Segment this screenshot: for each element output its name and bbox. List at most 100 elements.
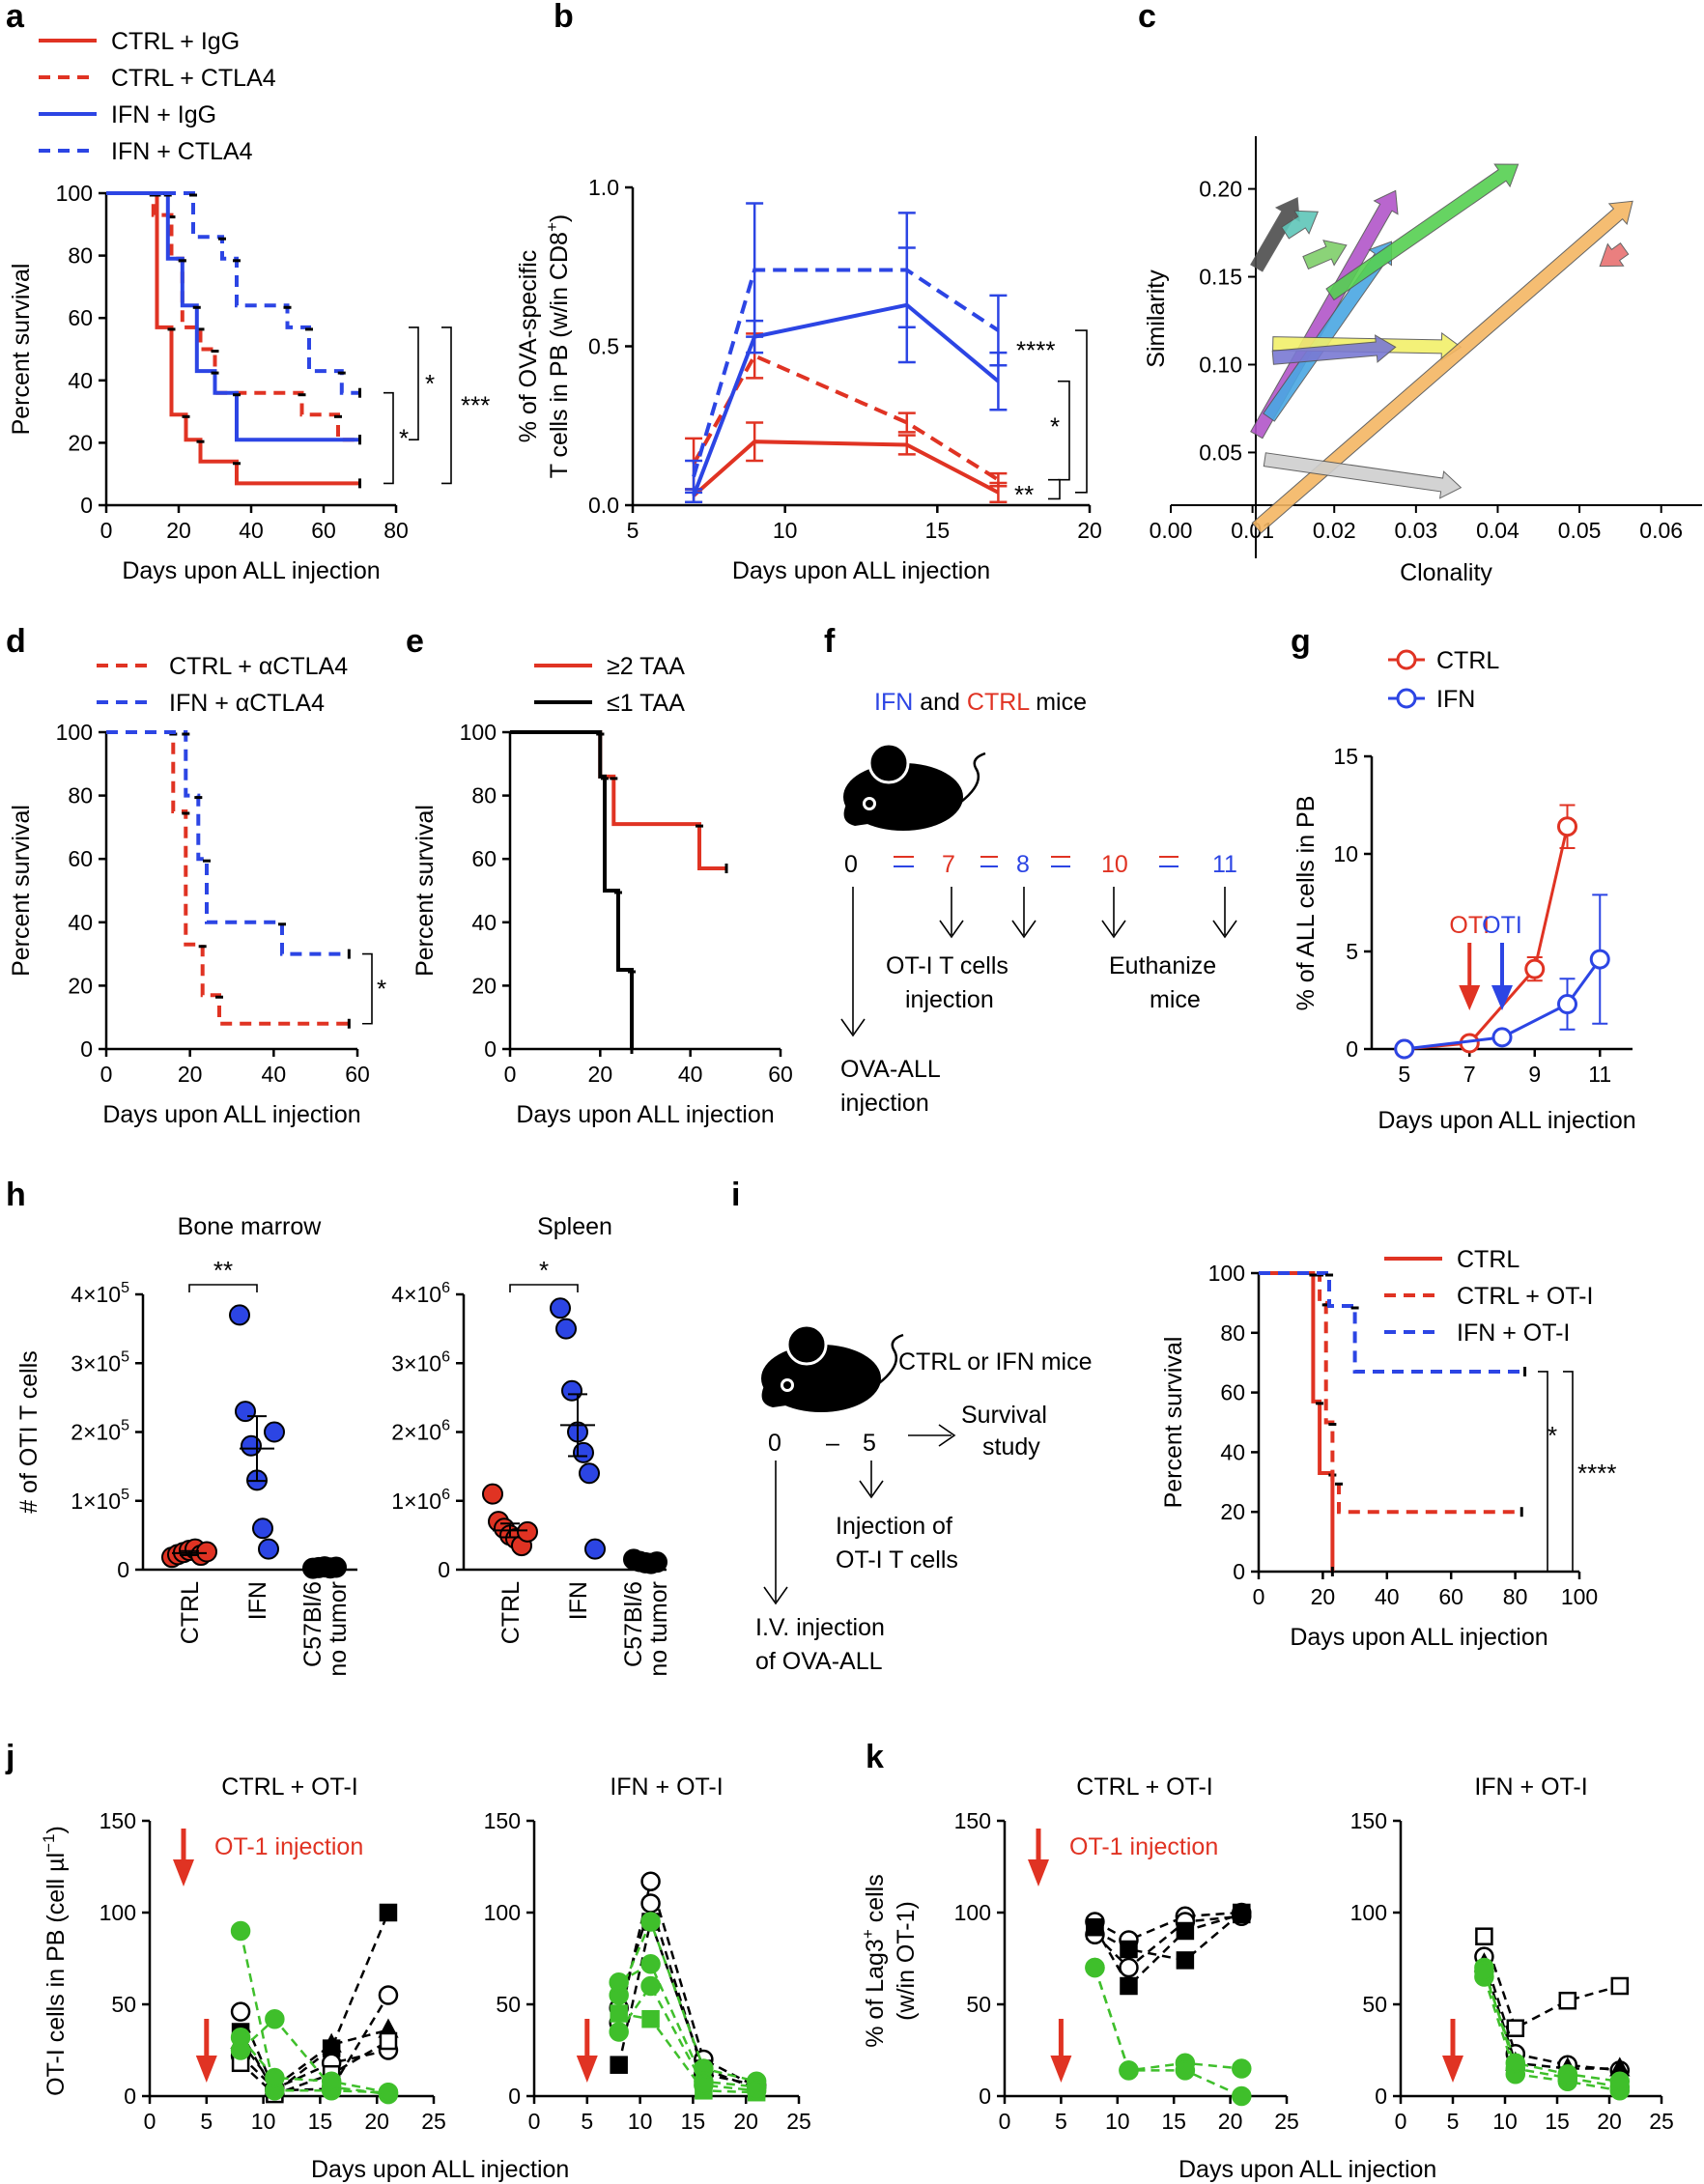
x-tick-label: 80 bbox=[1503, 1584, 1528, 1609]
series-line-4 bbox=[1483, 1976, 1621, 2092]
survival-curve-0 bbox=[1259, 1271, 1335, 1572]
y-tick-label: 20 bbox=[1220, 1499, 1245, 1524]
panel-title: IFN + OT-I bbox=[1474, 1773, 1587, 1801]
legend-item-0-label: CTRL + IgG bbox=[111, 28, 240, 55]
sem-bar bbox=[568, 1393, 587, 1458]
data-point bbox=[1119, 2060, 1139, 2081]
clone-arrow-3 bbox=[1250, 189, 1399, 440]
error-bar bbox=[746, 202, 764, 338]
data-point bbox=[1119, 1957, 1139, 1978]
y-tick-label: 100 bbox=[460, 720, 497, 745]
legend-marker-0 bbox=[1396, 649, 1417, 670]
y-tick-label: 0.10 bbox=[1199, 352, 1242, 377]
survival-curve-3 bbox=[106, 191, 360, 395]
error-bar bbox=[897, 434, 916, 456]
data-point bbox=[235, 1401, 256, 1423]
panel-label-b: b bbox=[554, 0, 574, 35]
y-tick-label: 2×106 bbox=[391, 1418, 450, 1445]
x-tick-label: 5 bbox=[627, 518, 639, 543]
f-day10: 10 bbox=[1101, 851, 1128, 878]
chart-j-ctrl: 0 50 100 150 0 5 10 15 20 25 CTRL + OT-I OT-1 injec… bbox=[40, 1773, 446, 2134]
y-tick-label: 5 bbox=[1346, 939, 1358, 964]
significance-label: * bbox=[539, 1256, 549, 1285]
y-axis-label: % of ALL cells in PB bbox=[1292, 796, 1320, 1011]
sem-bar bbox=[500, 1522, 520, 1539]
error-bar bbox=[746, 421, 764, 463]
y-tick-label: 0 bbox=[80, 1036, 93, 1062]
series-line-0 bbox=[692, 440, 1000, 497]
x-tick-label: 60 bbox=[1438, 1584, 1463, 1609]
i-mice-label: CTRL or IFN mice bbox=[898, 1348, 1092, 1376]
y-tick-label: 60 bbox=[471, 846, 497, 871]
f-ova-line2: injection bbox=[840, 1090, 929, 1117]
y-tick-label: 0 bbox=[1233, 1559, 1245, 1584]
series-line-2 bbox=[692, 302, 1000, 496]
y-tick-exponent: 5 bbox=[121, 1280, 129, 1296]
significance-label: ** bbox=[213, 1256, 233, 1285]
panel-label-e: e bbox=[406, 623, 424, 660]
injection-arrow-head bbox=[576, 2056, 598, 2083]
x-tick-label: 20 bbox=[588, 1062, 613, 1087]
x-tick-label: 20 bbox=[1311, 1584, 1336, 1609]
legend-item-1-label: CTRL + OT-I bbox=[1457, 1283, 1593, 1310]
y-tick-label: 150 bbox=[484, 1808, 521, 1833]
y-tick-exponent: 5 bbox=[121, 1418, 129, 1434]
i-iv-line1: I.V. injection bbox=[755, 1614, 885, 1641]
significance-label: *** bbox=[461, 391, 490, 420]
chart-e: 0 20 40 60 80 100 0 20 40 60 ≥2 TAA ≤1 TAA Percent s… bbox=[412, 653, 793, 1128]
survival-curve-0 bbox=[106, 191, 360, 486]
significance-bracket bbox=[1048, 478, 1061, 500]
x-axis-label: Days upon ALL injection bbox=[516, 1101, 774, 1128]
x-tick-label: 0 bbox=[100, 518, 113, 543]
significance-bracket bbox=[409, 326, 419, 440]
significance-label: * bbox=[425, 369, 435, 398]
y-axis-label: Percent survival bbox=[412, 805, 439, 977]
x-tick-label: 15 bbox=[1161, 2109, 1186, 2134]
series-line-4 bbox=[618, 1962, 757, 2088]
i-injection-line2: OT-I T cells bbox=[836, 1546, 958, 1574]
y-axis-label: OT-I cells in PB (cell µl−1) bbox=[40, 1826, 70, 2096]
x-tick-label: 20 bbox=[1218, 2109, 1243, 2134]
significance-label: **** bbox=[1577, 1459, 1616, 1488]
y-axis-label: # of OTI T cells bbox=[15, 1350, 43, 1514]
schematic-i: CTRL or IFN mice 0 – 5 Survival study In… bbox=[755, 1323, 1092, 1675]
y-tick-label: 150 bbox=[1350, 1808, 1387, 1833]
panel-label-i: i bbox=[731, 1177, 740, 1213]
survival-curve-1 bbox=[106, 730, 350, 956]
x-tick-label: 10 bbox=[1105, 2109, 1130, 2134]
data-point bbox=[610, 2056, 628, 2074]
x-tick-label: 5 bbox=[581, 2109, 593, 2134]
chart-k-ifn: 0 50 100 150 0 5 10 15 20 25 IFN + OT-I bbox=[1350, 1773, 1674, 2134]
chart-h-spleen: 0 1×106 2×106 3×106 4×106 Spleen CTRL IFN C57Bl/… bbox=[391, 1213, 672, 1677]
y-axis-label-end: cells bbox=[862, 1874, 889, 1929]
data-point bbox=[1176, 1921, 1195, 1941]
data-point bbox=[1085, 1957, 1105, 1978]
y-tick-label: 50 bbox=[496, 1992, 521, 2017]
y-tick-label: 1.0 bbox=[588, 175, 619, 200]
x-tick-label: 10 bbox=[628, 2109, 653, 2134]
data-point bbox=[640, 1953, 661, 1974]
y-tick-exponent: 6 bbox=[441, 1280, 450, 1296]
data-point bbox=[1557, 994, 1577, 1015]
i-iv-line2: of OVA-ALL bbox=[755, 1648, 883, 1675]
x-tick-label: 5 bbox=[1447, 2109, 1460, 2134]
survival-curve-1 bbox=[510, 730, 634, 1049]
chart-c: 0.050.100.150.200.00 0.01 0.02 0.03 0.04 0.05… bbox=[1143, 136, 1702, 586]
panel-label-h: h bbox=[6, 1177, 26, 1213]
y-axis-label-end: ) bbox=[546, 214, 573, 222]
x-tick-label: 5 bbox=[1055, 2109, 1067, 2134]
schematic-f: IFN and CTRL mice 0 7 8 10 11 OT-I bbox=[836, 689, 1237, 1117]
y-axis-label: Percent survival bbox=[1160, 1337, 1187, 1509]
data-point bbox=[1394, 1038, 1415, 1060]
x-tick-label: 0 bbox=[999, 2109, 1011, 2134]
y-axis-label-line2: (w/in OT-1) bbox=[893, 1901, 920, 2021]
f-euth-line2: mice bbox=[1150, 986, 1201, 1013]
y-tick-label: 1×106 bbox=[391, 1487, 450, 1514]
data-point bbox=[640, 1975, 661, 1997]
series-line-7 bbox=[240, 2036, 389, 2094]
x-tick-label: 60 bbox=[768, 1062, 793, 1087]
y-tick-label: 100 bbox=[99, 1900, 136, 1925]
category-label: CTRL bbox=[497, 1581, 525, 1644]
series-line-1 bbox=[1093, 1912, 1243, 1962]
y-tick-label: 80 bbox=[1220, 1320, 1245, 1346]
